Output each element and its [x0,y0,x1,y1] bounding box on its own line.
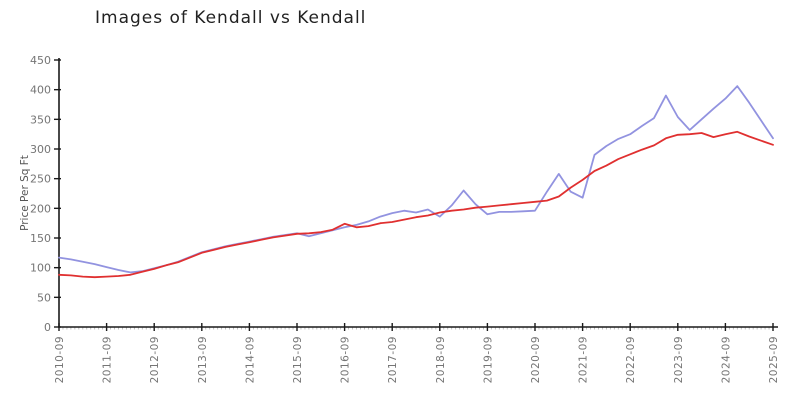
x-tick-label: 2015-09 [292,336,304,383]
x-tick-label: 2021-09 [578,336,590,383]
y-tick-label: 100 [30,262,51,275]
y-tick-label: 350 [30,113,51,126]
x-tick-label: 2014-09 [244,336,256,383]
x-tick-label: 2024-09 [720,336,732,383]
y-tick-label: 200 [30,202,51,215]
y-tick-label: 250 [30,173,51,186]
y-tick-label: 0 [44,321,51,334]
y-axis-label: Price Per Sq Ft [19,155,31,231]
y-tick-label: 450 [30,54,51,67]
series-line-blue [58,85,774,274]
y-tick-label: 150 [30,232,51,245]
x-tick-label: 2017-09 [387,336,399,383]
x-tick-label: 2022-09 [625,336,637,383]
y-tick-label: 400 [30,84,51,97]
x-tick-label: 2016-09 [340,336,352,383]
x-tick-label: 2011-09 [102,336,114,383]
x-tick-label: 2020-09 [530,336,542,383]
x-tick-label: 2012-09 [149,336,161,383]
x-tick-label: 2025-09 [768,336,780,383]
y-tick-label: 300 [30,143,51,156]
chart-title: Images of Kendall vs Kendall [95,8,367,28]
x-tick-label: 2023-09 [673,336,685,383]
x-tick-label: 2013-09 [197,336,209,383]
series-line-red [58,130,774,279]
x-tick-label: 2018-09 [435,336,447,383]
x-tick-label: 2019-09 [482,336,494,383]
x-tick-label: 2010-09 [54,336,66,383]
y-tick-label: 50 [37,291,51,304]
